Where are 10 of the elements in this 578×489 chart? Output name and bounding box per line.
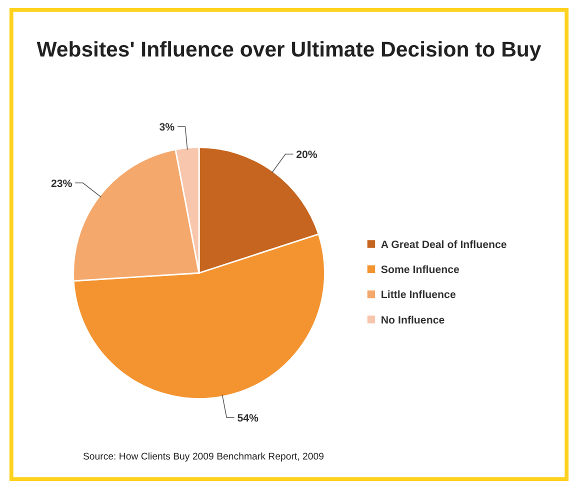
chart-title: Websites' Influence over Ultimate Decision to Buy — [36, 37, 542, 62]
data-label: 23% — [50, 178, 73, 190]
data-label: 20% — [296, 148, 318, 161]
data-label: 54% — [237, 412, 260, 424]
data-label: 3% — [159, 122, 176, 134]
source-note: Source: How Clients Buy 2009 Benchmark Report, 2009 — [82, 452, 324, 463]
legend-label: A Great Deal of Influence — [380, 238, 507, 251]
legend-label: Little Influence — [380, 289, 456, 302]
legend-label: Some Influence — [380, 264, 460, 276]
legend-label: No Influence — [380, 314, 445, 326]
